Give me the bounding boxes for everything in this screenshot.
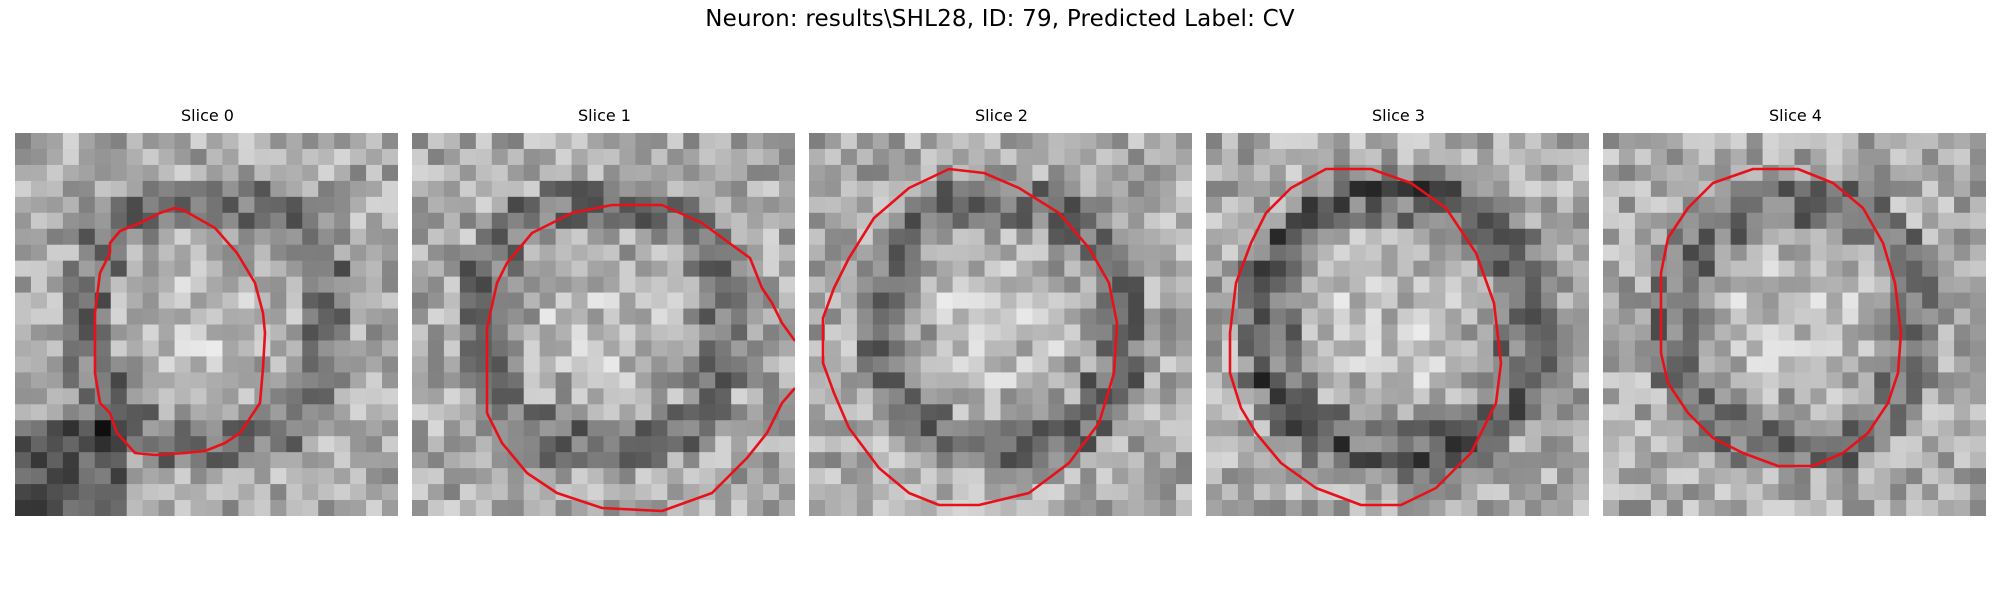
segmentation-contour [821, 167, 1119, 507]
segmentation-contour [485, 203, 795, 513]
image-pixels [412, 133, 795, 516]
segmentation-contour [93, 206, 267, 457]
slice-title: Slice 4 [1769, 106, 1822, 125]
slice-image [1603, 133, 1986, 516]
image-pixels [15, 133, 398, 516]
slice-svg [1603, 133, 1986, 516]
slice-svg [15, 133, 398, 516]
segmentation-contour [1659, 167, 1903, 468]
slice-svg [412, 133, 795, 516]
slice-image [1206, 133, 1589, 516]
slice-title: Slice 2 [975, 106, 1028, 125]
segmentation-contour [1228, 167, 1503, 507]
slice-image [15, 133, 398, 516]
image-pixels [809, 133, 1192, 516]
image-pixels [1206, 133, 1589, 516]
slice-image [809, 133, 1192, 516]
slice-title: Slice 3 [1372, 106, 1425, 125]
slice-svg [1206, 133, 1589, 516]
slice-title: Slice 1 [578, 106, 631, 125]
slice-title: Slice 0 [181, 106, 234, 125]
slice-image [412, 133, 795, 516]
image-pixels [1603, 133, 1986, 516]
slice-svg [809, 133, 1192, 516]
figure-title: Neuron: results\SHL28, ID: 79, Predicted… [705, 6, 1295, 32]
